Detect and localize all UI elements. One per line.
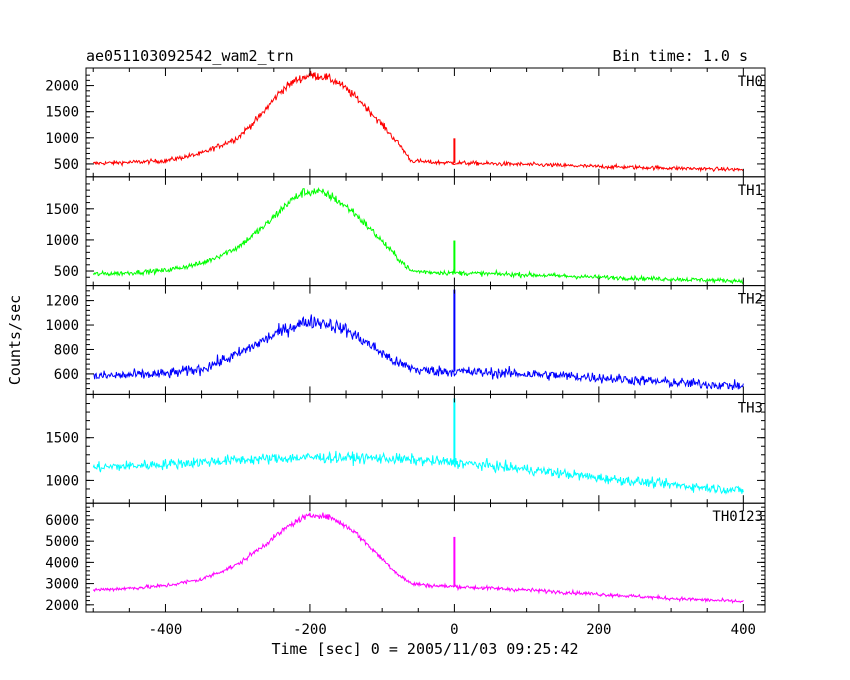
y-tick-label: 2000 [45, 79, 79, 95]
series-line-th3 [92, 450, 744, 495]
panel-label-th0: TH0 [738, 74, 763, 90]
x-tick-label: 0 [450, 622, 458, 638]
chart-title-right: Bin time: 1.0 s [613, 47, 748, 65]
panel-label-th0123: TH0123 [712, 509, 763, 525]
y-tick-label: 800 [54, 342, 79, 358]
panel-frame [85, 502, 766, 613]
panel-th2: 600 800 1000 1200 TH2 [45, 285, 766, 395]
y-tick-label: 3000 [45, 577, 79, 593]
y-tick-label: 500 [54, 264, 79, 280]
panel-label-th3: TH3 [738, 400, 763, 416]
panel-frame [85, 285, 766, 395]
y-tick-label: 500 [54, 157, 79, 173]
panel-label-th2: TH2 [738, 292, 763, 308]
y-tick-label: 1000 [45, 473, 79, 489]
panel-label-th1: TH1 [738, 183, 763, 199]
panel-th0: 500 1000 1500 2000 TH0 [45, 67, 766, 178]
y-tick-label: 600 [54, 367, 79, 383]
x-axis-label: Time [sec] 0 = 2005/11/03 09:25:42 [271, 640, 578, 658]
series-line-th0 [93, 70, 744, 173]
series-line-th1 [92, 186, 744, 285]
y-tick-label: 2000 [45, 598, 79, 614]
series-line-th2 [92, 314, 744, 391]
y-tick-label: 5000 [45, 534, 79, 550]
y-tick-label: 4000 [45, 555, 79, 571]
panel-frame [85, 176, 766, 287]
y-tick-label: 6000 [45, 513, 79, 529]
x-tick-label: 200 [586, 622, 611, 638]
x-tick-label: -200 [293, 622, 327, 638]
y-tick-label: 1200 [45, 294, 79, 310]
x-tick-label: -400 [149, 622, 183, 638]
chart-title-left: ae051103092542_wam2_trn [86, 47, 294, 65]
x-tick-label: 400 [731, 622, 756, 638]
panel-th3: 1000 1500 TH3 [45, 393, 766, 504]
y-tick-label: 1000 [45, 233, 79, 249]
series-line-th0123 [92, 512, 744, 605]
panel-th1: 500 1000 1500 TH1 [45, 176, 766, 287]
y-tick-label: 1000 [45, 131, 79, 147]
panel-frame [85, 393, 766, 504]
panel-th0123: 2000 3000 4000 5000 6000 TH0123 [45, 502, 766, 614]
y-tick-label: 1500 [45, 105, 79, 121]
y-tick-label: 1500 [45, 431, 79, 447]
y-tick-label: 1500 [45, 202, 79, 218]
y-tick-label: 1000 [45, 318, 79, 334]
y-axis-label: Counts/sec [6, 295, 24, 385]
